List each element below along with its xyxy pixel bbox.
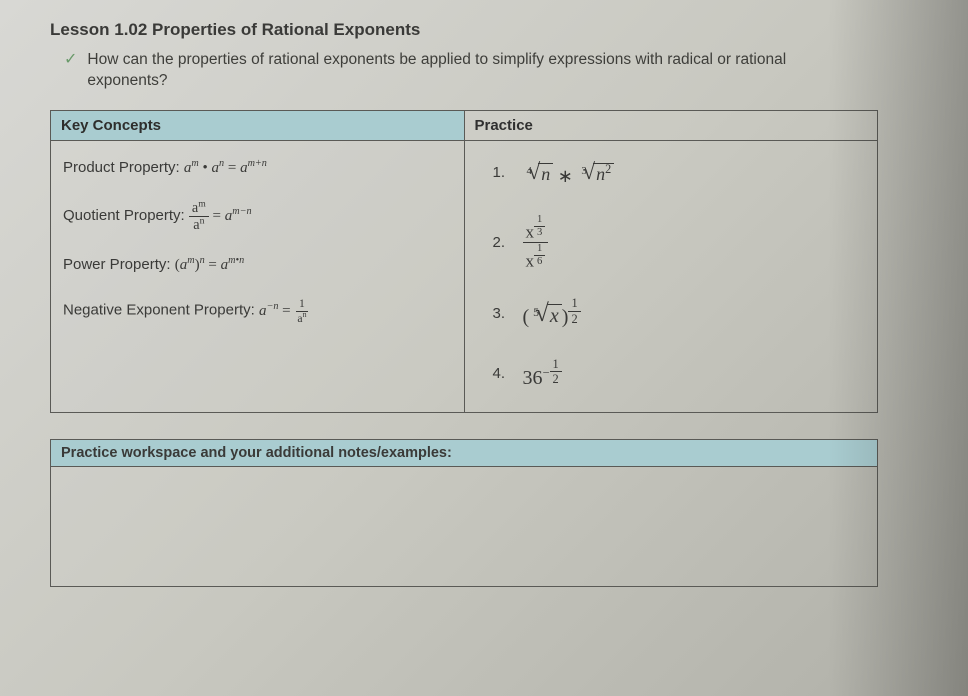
practice-header: Practice — [464, 110, 878, 140]
product-property: Product Property: am • an = am+n — [63, 159, 452, 177]
workspace-area — [51, 466, 878, 586]
practice-number: 3. — [493, 305, 511, 322]
essential-question-row: ✓ How can the properties of rational exp… — [50, 50, 928, 92]
product-property-label: Product Property: — [63, 159, 180, 176]
power-property: Power Property: (am)n = am•n — [63, 256, 452, 274]
quotient-property: Quotient Property: aman = am−n — [63, 201, 452, 233]
practice-cell: 1. 4√n ∗ 3√n2 2. x13 x16 3. — [464, 140, 878, 412]
negative-exponent-property: Negative Exponent Property: a−n = 1an — [63, 298, 452, 324]
power-property-label: Power Property: — [63, 256, 171, 273]
lesson-title: Lesson 1.02 Properties of Rational Expon… — [50, 20, 928, 40]
practice-number: 2. — [493, 234, 511, 251]
practice-item-1: 1. 4√n ∗ 3√n2 — [493, 159, 866, 187]
key-concepts-cell: Product Property: am • an = am+n Quotien… — [51, 140, 465, 412]
concepts-practice-table: Key Concepts Practice Product Property: … — [50, 110, 878, 413]
quotient-property-label: Quotient Property: — [63, 207, 185, 224]
negative-exponent-property-label: Negative Exponent Property: — [63, 302, 255, 319]
workspace-table: Practice workspace and your additional n… — [50, 439, 878, 587]
workspace-header: Practice workspace and your additional n… — [51, 439, 878, 466]
key-concepts-header: Key Concepts — [51, 110, 465, 140]
check-icon: ✓ — [64, 50, 77, 70]
practice-item-4: 4. 36−12 — [493, 358, 866, 390]
practice-number: 1. — [493, 164, 511, 181]
practice-number: 4. — [493, 365, 511, 382]
practice-item-3: 3. (5√x)12 — [493, 297, 866, 329]
essential-question: How can the properties of rational expon… — [87, 50, 847, 92]
practice-item-2: 2. x13 x16 — [493, 215, 866, 270]
